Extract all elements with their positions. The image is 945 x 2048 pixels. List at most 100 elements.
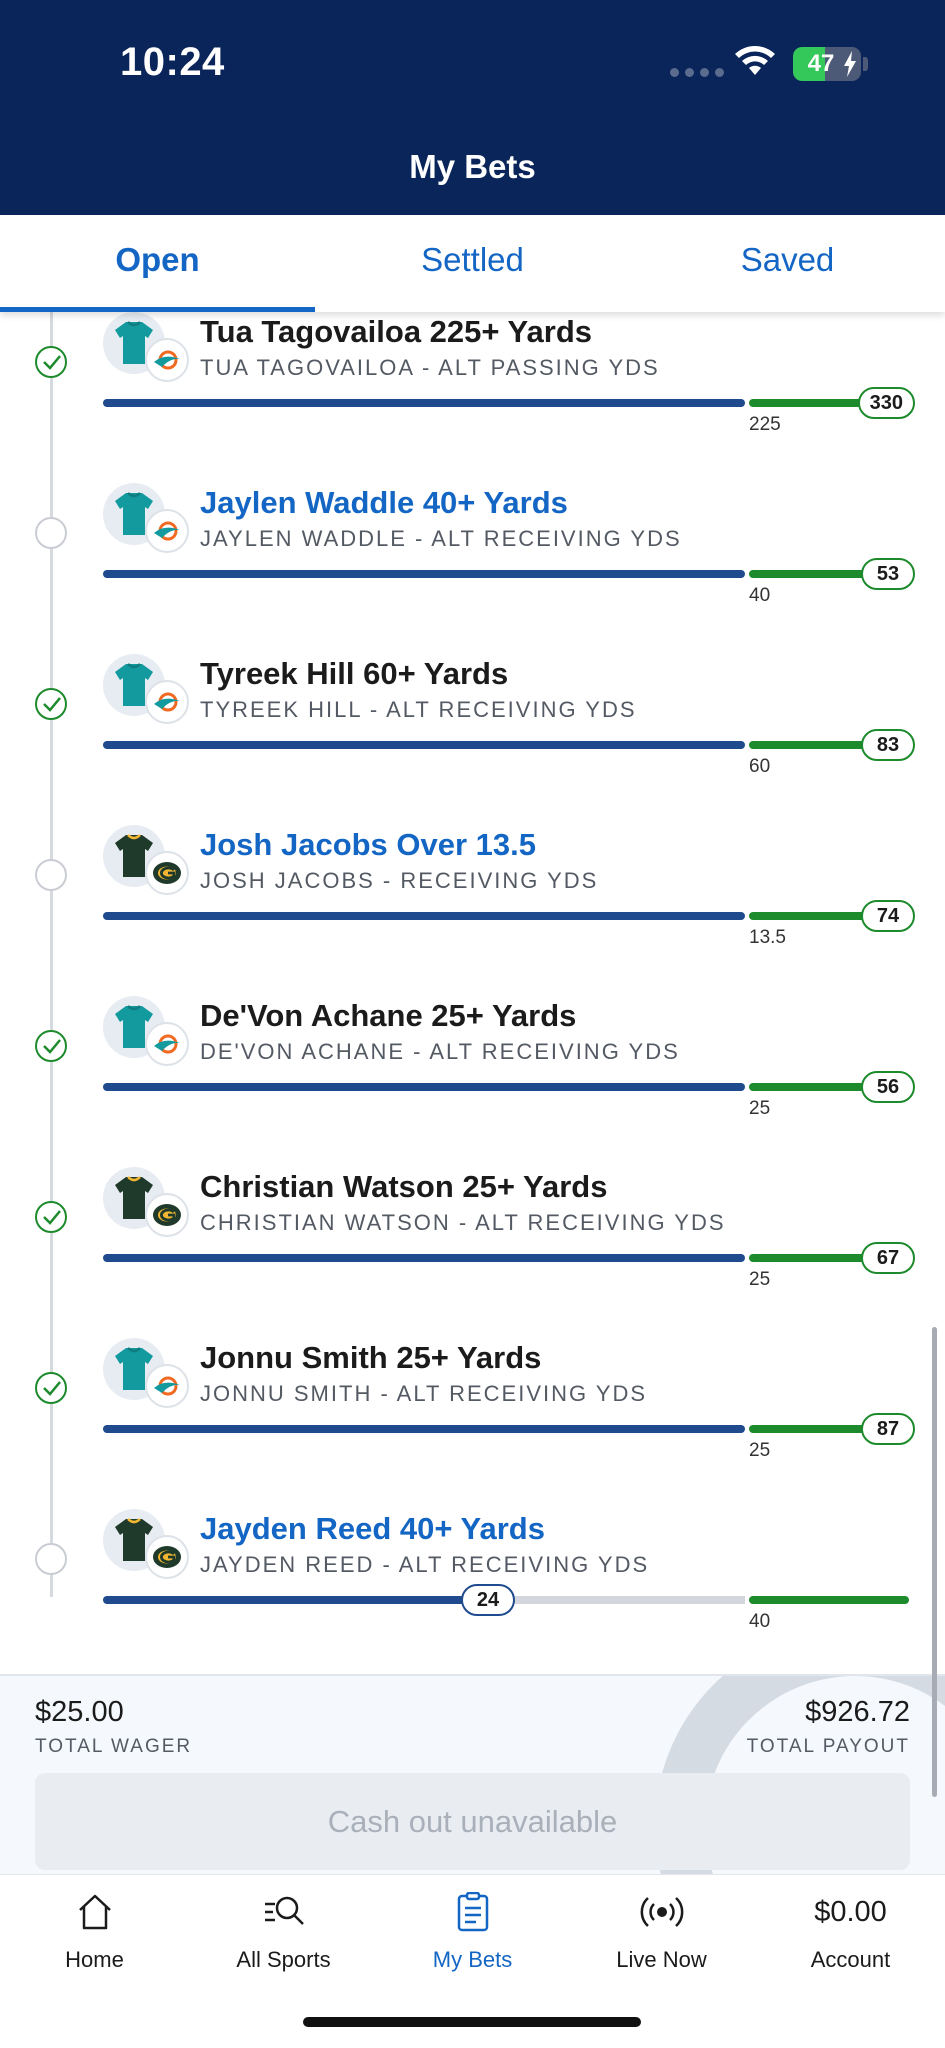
leg-won-check-icon xyxy=(35,688,67,720)
leg-target-value: 40 xyxy=(749,1611,771,1632)
wifi-icon xyxy=(733,45,777,84)
leg-title: Jonnu Smith 25+ Yards xyxy=(200,1340,542,1375)
status-time: 10:24 xyxy=(120,40,225,84)
progress-bar-goal-segment xyxy=(749,399,909,407)
total-payout-amount: $926.72 xyxy=(805,1696,910,1728)
page-title: My Bets xyxy=(409,148,536,185)
leg-title: Christian Watson 25+ Yards xyxy=(200,1169,608,1204)
leg-won-check-icon xyxy=(35,1030,67,1062)
progress-bar-track xyxy=(103,570,745,578)
leg-title[interactable]: Josh Jacobs Over 13.5 xyxy=(200,827,537,862)
charging-bolt-icon xyxy=(844,51,856,77)
account-balance: $0.00 xyxy=(756,1887,945,1937)
leg-current-value: 56 xyxy=(861,1071,915,1103)
leg-market: TYREEK HILL - ALT RECEIVING YDS xyxy=(200,697,637,722)
tab-saved[interactable]: Saved xyxy=(740,241,835,278)
nav-account[interactable]: $0.00 Account xyxy=(756,1875,945,1985)
leg-won-check-icon xyxy=(35,1201,67,1233)
leg-current-value: 74 xyxy=(861,900,915,932)
progress-bar-track xyxy=(103,399,745,407)
leg-target-value: 40 xyxy=(749,585,771,606)
battery-cap xyxy=(863,57,868,71)
dolphins-logo-icon xyxy=(145,1022,189,1066)
parlay-legs-list[interactable]: Tua Tagovailoa 225+ Yards TUA TAGOVAILOA … xyxy=(0,312,945,1674)
total-wager-amount: $25.00 xyxy=(35,1696,124,1728)
leg-target-value: 225 xyxy=(749,414,781,435)
nav-home[interactable]: Home xyxy=(0,1875,189,1985)
leg-target-value: 25 xyxy=(749,1440,771,1461)
leg-market: CHRISTIAN WATSON - ALT RECEIVING YDS xyxy=(200,1210,726,1235)
cellular-signal-icon xyxy=(670,68,724,77)
progress-bar-track xyxy=(103,912,745,920)
bet-leg-row[interactable]: Tua Tagovailoa 225+ Yards TUA TAGOVAILOA … xyxy=(0,312,945,475)
progress-bar-track xyxy=(103,1083,745,1091)
bet-status-tabs: Open Settled Saved xyxy=(0,215,945,312)
packers-logo-icon xyxy=(145,1193,189,1237)
leg-won-check-icon xyxy=(35,1372,67,1404)
progress-bar-goal-segment xyxy=(749,1083,909,1091)
packers-logo-icon xyxy=(145,1535,189,1579)
live-broadcast-icon xyxy=(567,1887,756,1937)
app-header: 10:24 47 My Bets xyxy=(0,0,945,215)
bet-leg-row[interactable]: Jonnu Smith 25+ Yards JONNU SMITH - ALT R… xyxy=(0,1330,945,1501)
battery-icon: 47 xyxy=(793,47,861,81)
leg-current-value: 53 xyxy=(861,558,915,590)
cash-out-button[interactable]: Cash out unavailable xyxy=(35,1773,910,1870)
bet-leg-row[interactable]: Christian Watson 25+ Yards CHRISTIAN WATS… xyxy=(0,1159,945,1330)
leg-market: TUA TAGOVAILOA - ALT PASSING YDS xyxy=(200,355,660,380)
total-wager-label: TOTAL WAGER xyxy=(35,1736,193,1757)
nav-live-now-label: Live Now xyxy=(616,1947,707,1972)
progress-bar-goal-segment xyxy=(749,1254,909,1262)
bet-slip-icon xyxy=(378,1887,567,1937)
account-balance-value: $0.00 xyxy=(814,1895,887,1928)
leg-target-value: 13.5 xyxy=(749,927,786,948)
bet-leg-row[interactable]: Jaylen Waddle 40+ Yards JAYLEN WADDLE - A… xyxy=(0,475,945,646)
leg-target-value: 25 xyxy=(749,1098,771,1119)
home-icon xyxy=(0,1887,189,1937)
progress-bar-track xyxy=(103,1254,745,1262)
tab-open[interactable]: Open xyxy=(115,241,200,278)
bet-leg-row[interactable]: Tyreek Hill 60+ Yards TYREEK HILL - ALT R… xyxy=(0,646,945,817)
dolphins-logo-icon xyxy=(145,1364,189,1408)
bet-leg-row[interactable]: Jayden Reed 40+ Yards JAYDEN REED - ALT R… xyxy=(0,1501,945,1672)
progress-bar-remaining xyxy=(488,1596,745,1604)
battery-level-fill xyxy=(793,47,825,81)
leg-market: JAYDEN REED - ALT RECEIVING YDS xyxy=(200,1552,650,1577)
leg-title[interactable]: Jayden Reed 40+ Yards xyxy=(200,1511,545,1546)
nav-all-sports[interactable]: All Sports xyxy=(189,1875,378,1985)
leg-current-value: 87 xyxy=(861,1413,915,1445)
progress-bar-goal-segment xyxy=(749,1425,909,1433)
bet-leg-row[interactable]: De'Von Achane 25+ Yards DE'VON ACHANE - A… xyxy=(0,988,945,1159)
leg-target-value: 25 xyxy=(749,1269,771,1290)
leg-current-value: 24 xyxy=(461,1584,515,1616)
scrollbar[interactable] xyxy=(932,1327,937,1797)
leg-title[interactable]: Jaylen Waddle 40+ Yards xyxy=(200,485,568,520)
bet-leg-row[interactable]: Josh Jacobs Over 13.5 JOSH JACOBS - RECEI… xyxy=(0,817,945,988)
dolphins-logo-icon xyxy=(145,338,189,382)
leg-pending-circle-icon xyxy=(35,517,67,549)
leg-current-value: 83 xyxy=(861,729,915,761)
tab-settled[interactable]: Settled xyxy=(421,241,524,278)
leg-title: De'Von Achane 25+ Yards xyxy=(200,998,577,1033)
leg-market: JONNU SMITH - ALT RECEIVING YDS xyxy=(200,1381,648,1406)
progress-bar-goal-segment xyxy=(749,912,909,920)
leg-current-value: 330 xyxy=(857,387,915,419)
leg-market: JOSH JACOBS - RECEIVING YDS xyxy=(200,868,599,893)
active-tab-indicator xyxy=(0,307,315,312)
battery-percent: 47 xyxy=(807,50,835,77)
bet-summary: $25.00 TOTAL WAGER $926.72 TOTAL PAYOUT … xyxy=(0,1674,945,1874)
nav-live-now[interactable]: Live Now xyxy=(567,1875,756,1985)
packers-logo-icon xyxy=(145,851,189,895)
dolphins-logo-icon xyxy=(145,509,189,553)
nav-my-bets[interactable]: My Bets xyxy=(378,1875,567,1985)
nav-account-label: Account xyxy=(810,1947,891,1972)
home-indicator xyxy=(303,2017,641,2027)
leg-title: Tua Tagovailoa 225+ Yards xyxy=(200,314,592,349)
leg-pending-circle-icon xyxy=(35,859,67,891)
leg-target-value: 60 xyxy=(749,756,771,777)
leg-market: DE'VON ACHANE - ALT RECEIVING YDS xyxy=(200,1039,680,1064)
nav-all-sports-label: All Sports xyxy=(236,1947,331,1972)
nav-my-bets-label: My Bets xyxy=(432,1947,513,1972)
progress-bar-track xyxy=(103,1425,745,1433)
progress-bar-track xyxy=(103,741,745,749)
